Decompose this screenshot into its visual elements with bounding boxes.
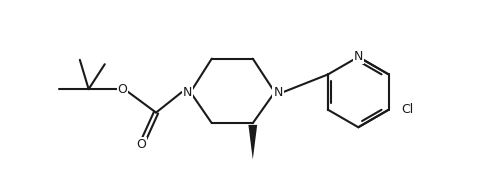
Text: O: O [137,138,146,151]
Text: N: N [273,86,283,99]
Text: O: O [118,83,127,96]
Text: N: N [183,86,192,99]
Text: N: N [354,50,363,63]
Text: Cl: Cl [402,103,414,116]
Polygon shape [248,125,257,159]
